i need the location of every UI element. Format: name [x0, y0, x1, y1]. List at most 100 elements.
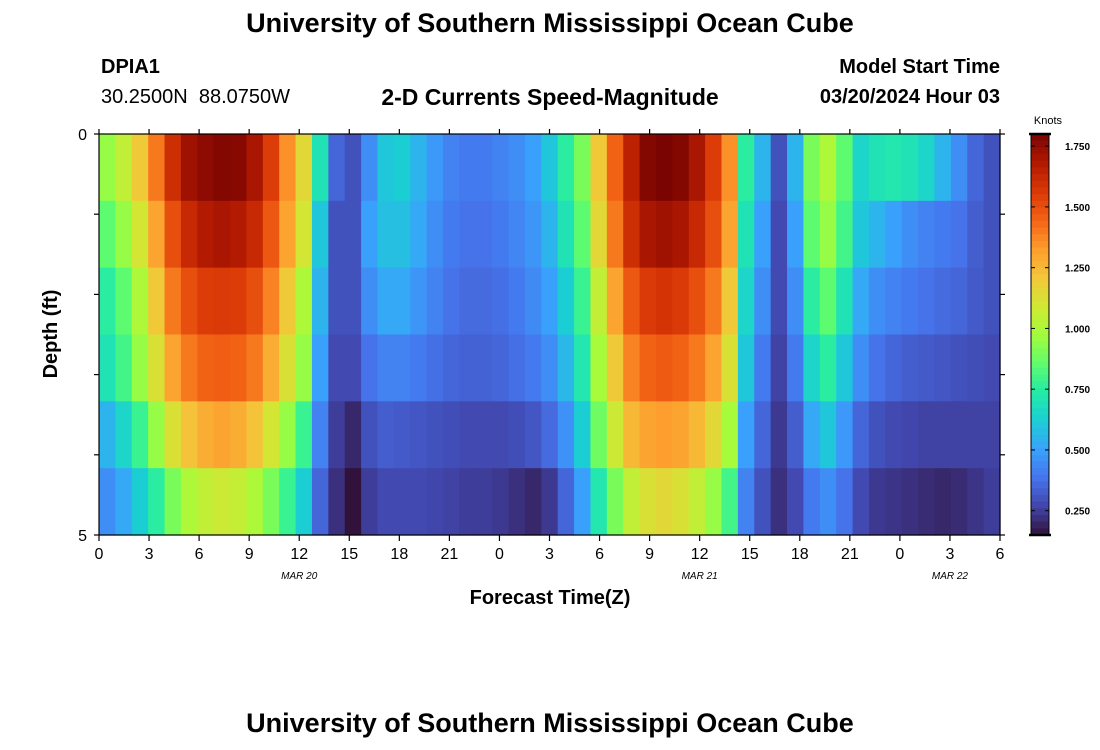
heatmap-cell: [279, 134, 297, 202]
heatmap-cell: [918, 334, 936, 402]
colorbar-segment: [1031, 260, 1049, 269]
heatmap-cell: [606, 200, 624, 269]
heatmap-cell: [901, 200, 919, 269]
heatmap-cell: [279, 267, 297, 336]
heatmap-cell: [754, 200, 772, 269]
heatmap-cell: [868, 334, 886, 402]
heatmap-cell: [393, 401, 411, 469]
heatmap-cell: [787, 134, 805, 202]
x-tick-label: 6: [595, 546, 604, 563]
heatmap-cell: [606, 468, 624, 536]
heatmap-cell: [606, 267, 624, 336]
heatmap-cell: [180, 200, 198, 269]
heatmap-cell: [492, 267, 510, 336]
heatmap-cell: [197, 468, 215, 536]
heatmap-cell: [737, 134, 755, 202]
heatmap-cell: [688, 267, 706, 336]
heatmap-cell: [295, 134, 313, 202]
heatmap-cell: [443, 267, 460, 336]
heatmap-cell: [475, 134, 493, 202]
heatmap-cell: [901, 334, 919, 402]
heatmap-cell: [459, 134, 477, 202]
heatmap-cell: [328, 401, 346, 469]
heatmap-cell: [311, 134, 329, 202]
heatmap-cell: [705, 200, 723, 269]
heatmap-cell: [115, 401, 133, 469]
heatmap-cell: [623, 334, 641, 402]
heatmap-cell: [737, 334, 755, 402]
heatmap-cell: [295, 401, 313, 469]
heatmap-cell: [99, 401, 116, 469]
heatmap-cell: [803, 200, 821, 269]
heatmap-cell: [721, 468, 739, 536]
heatmap-cell: [574, 468, 592, 536]
heatmap-cell: [983, 200, 1001, 269]
heatmap-cell: [901, 468, 919, 536]
heatmap-cells: [99, 134, 1001, 536]
x-axis: 0 3 6 9 12 15 18 21 0 3 6 9 12 15 18 21 0 3 6: [95, 129, 1005, 563]
colorbar-segment: [1031, 381, 1049, 389]
colorbar-segment: [1031, 220, 1049, 229]
heatmap-cell: [279, 468, 297, 536]
colorbar-segment: [1031, 154, 1049, 162]
x-tick-label: 6: [195, 546, 204, 563]
heatmap-cell: [574, 134, 592, 202]
colorbar-segment: [1031, 347, 1049, 356]
heatmap-cell: [672, 134, 690, 202]
colorbar-segment: [1031, 408, 1049, 416]
heatmap-cell: [230, 267, 248, 336]
heatmap-cell: [180, 334, 198, 402]
heatmap-cell: [737, 468, 755, 536]
heatmap-cell: [230, 334, 248, 402]
heatmap-cell: [508, 334, 526, 402]
heatmap-cell: [377, 134, 395, 202]
heatmap-cell: [885, 468, 903, 536]
heatmap-cell: [770, 134, 788, 202]
colorbar-segment: [1031, 134, 1049, 142]
x-tick-label: 9: [245, 546, 254, 563]
heatmap-cell: [852, 200, 870, 269]
colorbar-segment: [1031, 301, 1049, 309]
heatmap-cell: [819, 267, 837, 336]
heatmap-cell: [901, 134, 919, 202]
heatmap-cell: [492, 334, 510, 402]
heatmap-cell: [410, 134, 428, 202]
heatmap-cell: [885, 401, 903, 469]
heatmap-cell: [590, 134, 608, 202]
colorbar-segment: [1031, 488, 1049, 496]
heatmap-cell: [623, 134, 641, 202]
colorbar-tick-label: 1.250: [1065, 264, 1090, 275]
heatmap-cell: [688, 134, 706, 202]
heatmap-cell: [705, 267, 723, 336]
heatmap-cell: [967, 401, 985, 469]
heatmap-cell: [393, 200, 411, 269]
heatmap-cell: [213, 134, 231, 202]
heatmap-cell: [475, 468, 493, 536]
heatmap-cell: [934, 200, 952, 269]
colorbar-segment: [1031, 187, 1049, 195]
heatmap-cell: [443, 200, 460, 269]
heatmap-cell: [705, 334, 723, 402]
heatmap-cell: [852, 334, 870, 402]
heatmap-cell: [541, 334, 559, 402]
heatmap-cell: [524, 401, 542, 469]
colorbar-segment: [1031, 374, 1049, 382]
heatmap-cell: [606, 334, 624, 402]
heatmap-cell: [262, 334, 280, 402]
heatmap-cell: [459, 200, 477, 269]
heatmap-cell: [590, 200, 608, 269]
colorbar-tick-label: 1.750: [1065, 142, 1090, 153]
heatmap-cell: [524, 267, 542, 336]
heatmap-cell: [639, 134, 657, 202]
heatmap-cell: [295, 334, 313, 402]
heatmap-cell: [787, 267, 805, 336]
heatmap-cell: [950, 468, 968, 536]
heatmap-cell: [115, 200, 133, 269]
heatmap-cell: [918, 267, 936, 336]
heatmap-cell: [541, 134, 559, 202]
heatmap-cell: [770, 334, 788, 402]
heatmap-cell: [721, 134, 739, 202]
colorbar-segment: [1031, 481, 1049, 489]
x-tick-label: 21: [440, 546, 458, 563]
heatmap-cell: [230, 401, 248, 469]
